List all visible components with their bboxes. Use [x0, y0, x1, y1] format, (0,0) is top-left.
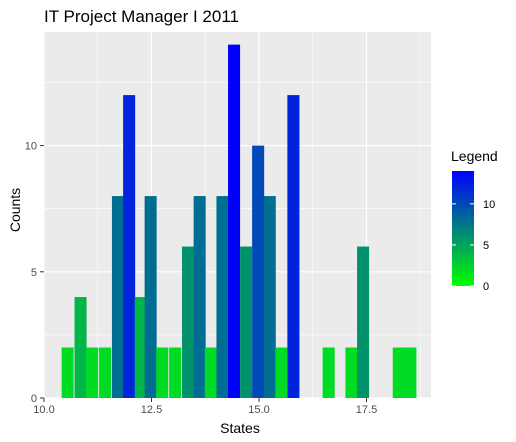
bar	[345, 348, 357, 398]
x-tick-label: 12.5	[141, 404, 162, 416]
bar	[264, 196, 276, 398]
bar	[228, 45, 240, 398]
legend-label: 0	[483, 281, 489, 293]
bar	[240, 247, 252, 398]
bar	[145, 196, 157, 398]
bar	[194, 196, 206, 398]
legend-colorbar	[452, 171, 474, 286]
bar	[75, 297, 87, 398]
bar	[252, 146, 264, 398]
bar	[99, 348, 111, 398]
legend-label: 10	[483, 199, 495, 211]
legend-label: 5	[483, 240, 489, 252]
y-tick-label: 5	[31, 267, 37, 279]
bar	[205, 348, 217, 398]
bar	[123, 95, 135, 398]
x-tick-label: 17.5	[356, 404, 377, 416]
y-tick-label: 10	[25, 141, 37, 153]
bar	[357, 247, 369, 398]
x-tick-label: 15.0	[248, 404, 269, 416]
bar	[275, 348, 287, 398]
y-axis-title: Counts	[7, 188, 23, 232]
bar	[62, 348, 74, 398]
legend-title: Legend	[451, 148, 498, 164]
bar	[182, 247, 194, 398]
plot-panel	[44, 32, 431, 398]
chart-title: IT Project Manager I 2011	[44, 7, 239, 26]
bar	[287, 95, 299, 398]
bar	[86, 348, 98, 398]
bar	[156, 348, 168, 398]
x-axis-title: States	[220, 420, 260, 436]
bar	[393, 348, 405, 398]
bar	[216, 196, 228, 398]
legend: Legend 10 5 0	[451, 148, 498, 293]
bar	[404, 348, 416, 398]
bar	[169, 348, 181, 398]
y-tick-label: 0	[31, 393, 37, 405]
bar	[112, 196, 124, 398]
bar	[323, 348, 335, 398]
x-tick-label: 10.0	[33, 404, 54, 416]
